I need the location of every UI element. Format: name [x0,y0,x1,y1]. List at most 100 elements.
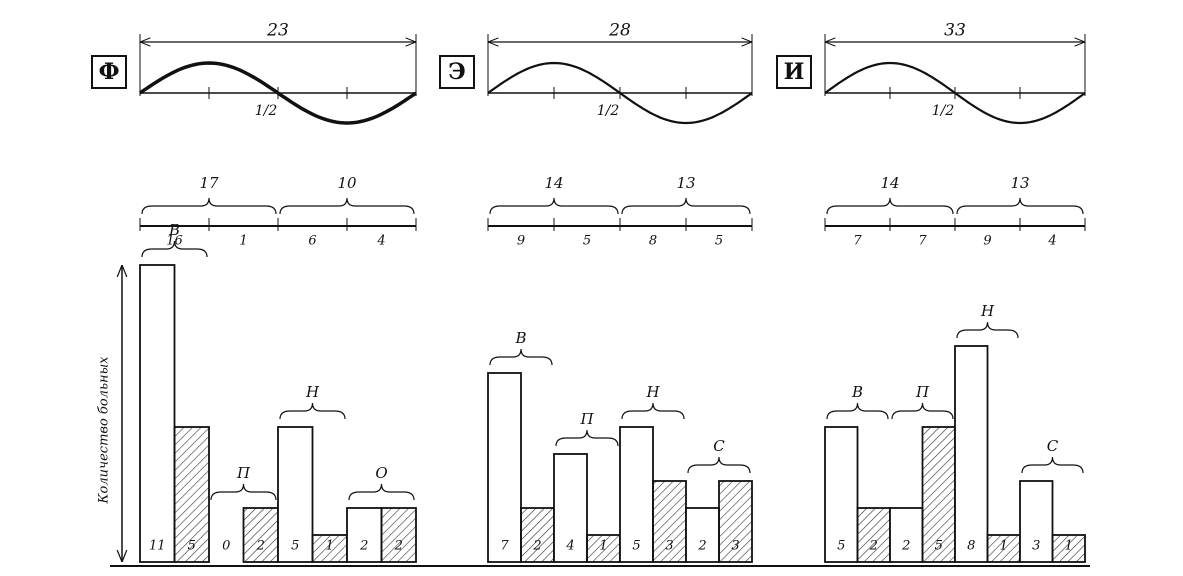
bar-value: 11 [149,539,166,554]
group-label: П [236,464,251,482]
label-bg [600,24,640,40]
quarter-count: 5 [715,234,723,249]
bar [346,507,383,563]
group-label: С [1047,437,1059,455]
bar [954,345,989,563]
bar-value: 1 [599,539,607,554]
bar-value: 2 [697,539,706,554]
bar-value: 3 [665,539,673,554]
half-count: 14 [544,174,563,192]
bar-value: 3 [731,539,739,554]
bar [586,534,621,563]
bar-value: 2 [256,539,265,554]
group-brace [279,402,346,420]
half-brace [956,197,1084,215]
bar [520,507,555,563]
bar [619,426,654,563]
period: 33 [944,21,966,41]
group-brace [621,402,685,420]
group-label: О [375,464,387,482]
quarter-count: 6 [308,234,316,249]
half-label: 1/2 [597,103,620,119]
bar-value: 8 [967,539,975,554]
bar-value: 2 [359,539,368,554]
group-brace [141,240,208,258]
quarter-count: 9 [983,234,991,249]
group-brace [348,483,415,501]
group-brace [210,483,277,501]
group-brace [826,402,889,420]
bar-value: 2 [901,539,910,554]
group-brace [956,321,1019,339]
bar-value: 2 [532,539,541,554]
bar [487,372,522,563]
bar [277,426,314,563]
bar-value: 1 [1000,539,1008,554]
bar [718,480,753,563]
bar-value: 2 [394,539,403,554]
half-brace [826,197,954,215]
symbol-box [776,55,812,89]
bar [380,507,417,563]
bar [553,453,588,563]
bar [889,507,924,563]
bar [173,426,210,563]
group-label: Н [305,383,320,401]
bar [685,507,720,563]
group-brace [555,429,619,447]
symbol-box [91,55,127,89]
symbol-box [439,55,475,89]
quarter-count: 7 [853,234,862,249]
bar [1019,480,1054,563]
bar-value: 0 [222,539,230,554]
half-brace [489,197,619,215]
bar-value: 1 [326,539,334,554]
bar-value: 3 [1032,539,1040,554]
bar [311,534,348,563]
bar [921,426,956,563]
group-label: П [915,383,930,401]
half-count: 13 [1010,174,1029,192]
quarter-count: 9 [517,234,525,249]
period: 28 [608,21,631,41]
quarter-count: 8 [649,234,657,249]
bar-value: 1 [1065,539,1073,554]
group-label: С [713,437,725,455]
label-bg [258,24,298,40]
group-label: П [579,410,594,428]
quarter-count: 4 [376,234,385,249]
bar [1051,534,1086,563]
half-brace [141,197,277,215]
group-label: Н [645,383,660,401]
half-count: 13 [676,174,695,192]
group-label: В [168,221,180,239]
period: 23 [266,21,289,41]
group-brace [1021,456,1084,474]
bar [242,507,279,563]
half-label: 1/2 [932,103,955,119]
bar-value: 5 [837,539,845,554]
quarter-count: 1 [239,234,247,249]
bar-value: 2 [869,539,878,554]
half-label: 1/2 [255,103,278,119]
group-brace [891,402,954,420]
bar-value: 5 [188,539,196,554]
half-count: 14 [880,174,899,192]
y-axis-label: Количество больных [97,356,112,505]
group-brace [489,348,553,366]
symbol: Ф [99,59,120,85]
group-brace [687,456,751,474]
group-label: В [851,383,863,401]
bar [856,507,891,563]
quarter-count: 4 [1047,234,1056,249]
bar-value: 5 [935,539,943,554]
bar-value: 7 [500,539,509,554]
bar [652,480,687,563]
group-label: Н [980,302,995,320]
bar-value: 5 [632,539,640,554]
bar-value: 5 [291,539,299,554]
bar-value: 4 [565,539,574,554]
symbol: И [784,59,805,85]
bar [139,264,176,563]
